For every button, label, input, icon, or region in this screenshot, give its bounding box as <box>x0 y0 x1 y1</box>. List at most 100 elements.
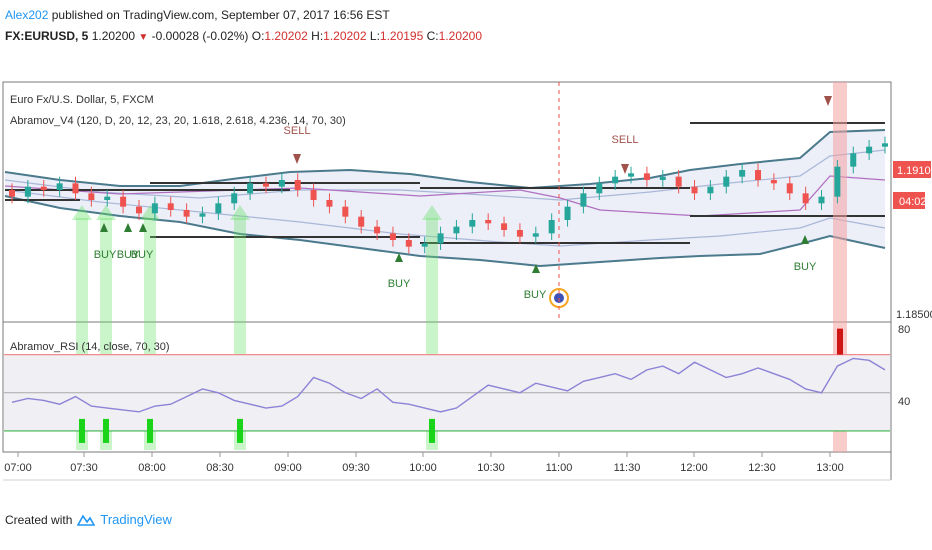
created-with-text: Created with <box>5 512 73 527</box>
candle-body <box>882 143 888 147</box>
candle-body <box>818 196 825 204</box>
buy-arrow-head <box>422 205 442 220</box>
down-triangle-icon: ▼ <box>138 32 149 43</box>
candle-body <box>739 170 746 177</box>
candle-body <box>294 180 301 190</box>
candle-body <box>532 233 539 237</box>
buy-label: BUY <box>117 249 140 261</box>
candle-body <box>659 176 666 180</box>
candle-body <box>834 166 841 197</box>
candle-body <box>215 203 222 214</box>
sell-triangle-icon <box>621 164 629 174</box>
countdown: 04:02 <box>899 196 927 208</box>
time-label: 09:00 <box>274 462 302 474</box>
level-lines <box>5 122 885 244</box>
buy-arrow-head <box>230 205 250 220</box>
close-value: 1.20200 <box>438 29 483 43</box>
buy-label: BUY <box>794 261 817 273</box>
candle-body <box>564 206 571 220</box>
candle-body <box>437 233 444 244</box>
inner-upper-band <box>4 149 886 201</box>
time-label: 11:00 <box>546 462 573 474</box>
rsi-buy-bar <box>237 418 243 443</box>
low-label: L: <box>369 29 380 43</box>
buy-triangle-icon <box>139 223 147 232</box>
candle-body <box>516 230 523 237</box>
rsi-buy-bar <box>103 418 109 443</box>
rsi-axis-mid: 40 <box>898 396 910 408</box>
rsi-plot <box>4 328 890 443</box>
candle-body <box>580 193 587 207</box>
candle-body <box>850 153 857 167</box>
candle-body <box>643 173 650 180</box>
tradingview-brand[interactable]: TradingView <box>100 512 172 527</box>
candle-body <box>88 193 95 200</box>
candle-body <box>389 233 396 240</box>
sell-label: SELL <box>284 125 311 137</box>
candle-body <box>628 173 635 177</box>
candle-body <box>9 190 15 197</box>
candle-body <box>231 193 238 204</box>
candle-body <box>723 176 730 187</box>
candle-body <box>612 176 619 184</box>
buy-label: BUY <box>131 249 154 261</box>
countdown-tag <box>893 192 925 209</box>
time-label: 07:00 <box>4 462 32 474</box>
last-price: 1.20200 <box>91 29 136 43</box>
buy-arrow-head <box>72 205 92 220</box>
candle-body <box>135 206 142 214</box>
candle-body <box>501 223 508 230</box>
candle-body <box>675 176 682 187</box>
time-axis: 07:00 07:30 08:00 08:30 09:00 09:30 10:00 10:30… <box>4 452 844 474</box>
current-price: 1.19108 <box>897 165 932 177</box>
close-label: C: <box>426 29 439 43</box>
candle-body <box>199 213 206 217</box>
open-value: 1.20202 <box>264 29 308 43</box>
candle-body <box>183 210 190 217</box>
time-label: 07:30 <box>70 462 98 474</box>
time-label: 10:00 <box>409 462 437 474</box>
time-label: 11:30 <box>614 462 641 474</box>
rsi-buy-bar <box>429 418 435 443</box>
time-label: 10:30 <box>477 462 505 474</box>
candle-body <box>469 220 476 227</box>
candle-body <box>326 200 333 207</box>
buy-triangle-icon <box>532 264 540 273</box>
candle-body <box>72 183 79 194</box>
candle-body <box>421 243 428 247</box>
time-label: 12:30 <box>748 462 776 474</box>
buy-label: BUY <box>524 289 547 301</box>
candle-body <box>802 193 809 204</box>
buy-triangle-icon <box>801 235 809 244</box>
buy-triangle-icon <box>100 223 108 232</box>
candle-body <box>247 183 254 194</box>
candle-body <box>342 206 349 217</box>
quote-line: FX:EURUSD, 5 1.20200 ▼ -0.00028 (-0.02%)… <box>5 29 482 43</box>
high-value: 1.20202 <box>323 29 367 43</box>
low-value: 1.20195 <box>379 29 424 43</box>
sell-triangle-icon <box>293 154 301 164</box>
instrument-legend: Euro Fx/U.S. Dollar, 5, FXCM <box>10 94 154 106</box>
candle-body <box>786 183 793 194</box>
candle-body <box>120 196 127 207</box>
candle-body <box>770 180 777 184</box>
candle-body <box>405 240 412 247</box>
rsi-buy-bar <box>147 418 153 443</box>
candle-body <box>40 186 47 190</box>
time-label: 08:00 <box>138 462 166 474</box>
candle-body <box>374 226 381 234</box>
candle-body <box>104 196 111 200</box>
time-label: 08:30 <box>206 462 234 474</box>
rsi-buy-bar <box>79 418 85 443</box>
time-label: 09:30 <box>342 462 370 474</box>
candle-body <box>56 183 63 190</box>
sell-label: SELL <box>612 134 639 146</box>
time-label: 13:00 <box>816 462 844 474</box>
candle-body <box>548 220 555 234</box>
indicator-legend: Abramov_V4 (120, D, 20, 12, 23, 20, 1.61… <box>10 115 346 127</box>
author-link[interactable]: Alex202 <box>5 8 49 22</box>
upper-band <box>4 129 886 190</box>
candle-body <box>310 190 317 200</box>
